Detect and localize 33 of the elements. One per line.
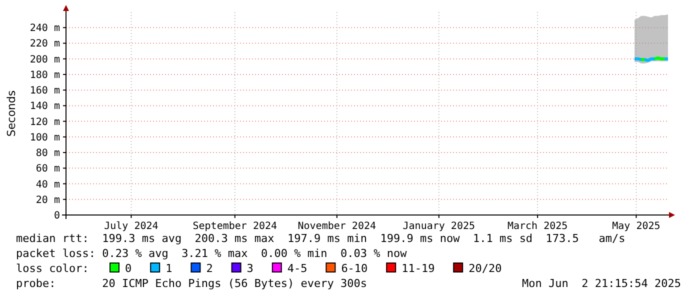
text: Mon Jun 2 21:15:54 2025 bbox=[522, 277, 681, 290]
legend-label: 6-10 bbox=[341, 262, 368, 275]
y-tick-label: 160 m bbox=[30, 86, 60, 97]
y-tick-label: 200 m bbox=[30, 54, 60, 66]
y-tick-label: 40 m bbox=[36, 179, 60, 190]
text: median rtt: 199.3 ms avg 200.3 ms max 197.9 ms min 199.9 ms now 1.1 ms sd 173.5 am/s bbox=[16, 232, 626, 245]
x-tick-label: September 2024 bbox=[192, 221, 278, 232]
legend-label: 2 bbox=[206, 262, 213, 275]
y-tick-label: 140 m bbox=[30, 101, 60, 112]
legend-label: 4-5 bbox=[287, 262, 308, 275]
x-tick-label: January 2025 bbox=[402, 221, 476, 232]
legend-label: 3 bbox=[246, 262, 254, 275]
x-tick-label: July 2024 bbox=[104, 221, 158, 232]
y-tick-label: 240 m bbox=[30, 23, 60, 34]
text: packet loss: 0.23 % avg 3.21 % max 0.00 % min 0.03 % now bbox=[16, 247, 408, 260]
y-tick-label: 100 m bbox=[30, 132, 60, 144]
y-tick-label: 0 bbox=[54, 210, 60, 222]
legend-label: 20/20 bbox=[468, 262, 502, 275]
legend-label: 0 bbox=[125, 262, 132, 275]
y-tick-label: 60 m bbox=[36, 164, 60, 175]
legend-label: 1 bbox=[166, 262, 172, 275]
legend-title: loss color: bbox=[16, 262, 89, 275]
text: probe: 20 ICMP Echo Pings (56 Bytes) every 300s bbox=[16, 277, 367, 290]
x-tick-label: May 2025 bbox=[612, 221, 660, 232]
y-tick-label: 120 m bbox=[30, 116, 60, 128]
x-tick-label: March 2025 bbox=[507, 221, 568, 232]
x-tick-label: November 2024 bbox=[298, 221, 376, 232]
y-tick-label: 180 m bbox=[30, 70, 60, 81]
y-tick-label: 80 m bbox=[36, 148, 60, 160]
y-tick-label: 20 m bbox=[36, 194, 60, 206]
legend-label: 11-19 bbox=[402, 262, 435, 275]
y-tick-label: 220 m bbox=[30, 38, 60, 50]
y-axis-title: Seconds bbox=[5, 90, 18, 137]
